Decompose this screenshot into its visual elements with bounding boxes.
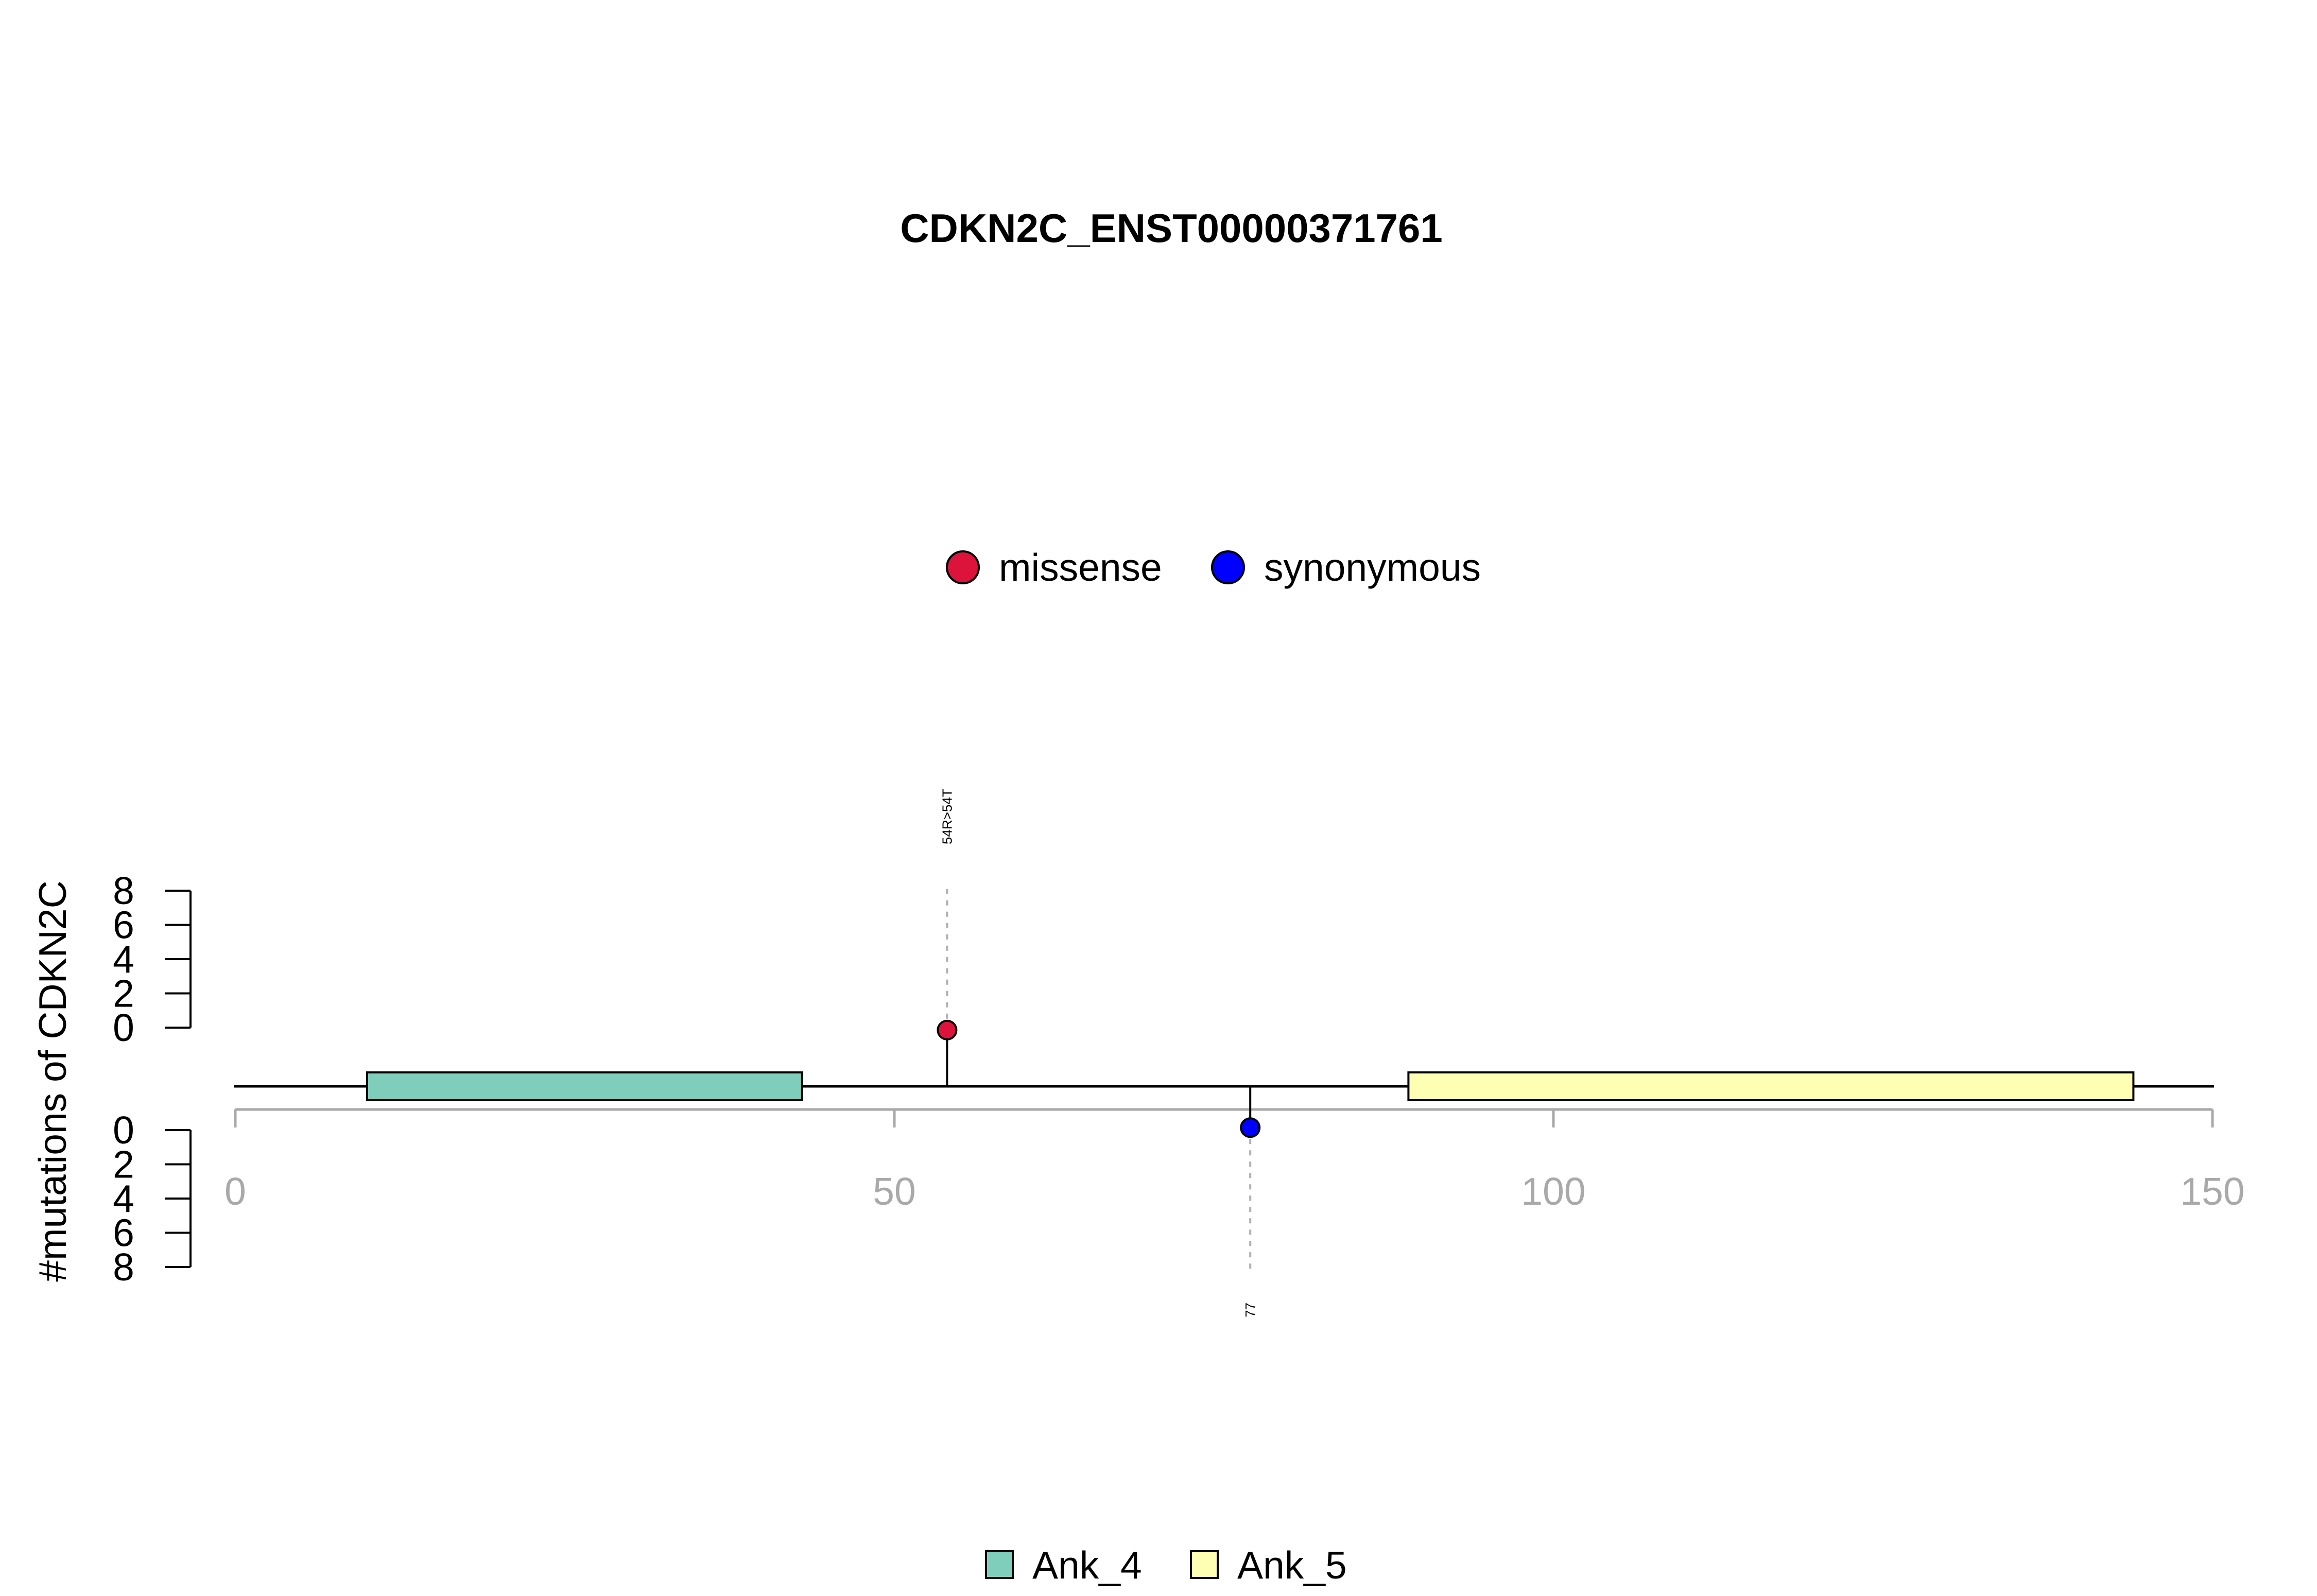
x-tick-label: 150 (2180, 1170, 2244, 1213)
x-tick-label: 100 (1521, 1170, 1585, 1213)
legend-label-missense: missense (999, 546, 1162, 589)
lower-y-tick-label: 8 (113, 1245, 134, 1289)
upper-y-tick-label: 8 (113, 869, 134, 912)
lower-y-tick-label: 6 (113, 1211, 134, 1255)
domain-boxes (366, 1071, 2135, 1101)
domain-Ank_5 (1407, 1071, 2135, 1101)
legend-marker-synonymous (1211, 550, 1245, 584)
chart-title: CDKN2C_ENST00000371761 (900, 205, 1443, 251)
upper-y-tick-label: 0 (113, 1006, 134, 1049)
upper-y-tick-label: 6 (113, 904, 134, 947)
mutation-lollipops: 54R>54T 77 (937, 789, 1261, 1317)
legend-swatch-Ank_5 (1190, 1550, 1219, 1579)
domain-legend: Ank_4 Ank_5 (985, 1543, 1347, 1587)
x-axis: 0 50 100 150 (224, 1108, 2245, 1213)
lower-y-tick-label: 0 (113, 1108, 134, 1152)
mutation-point-missense (937, 1019, 958, 1040)
mutation-legend: missense synonymous (946, 546, 1481, 589)
lower-y-tick-label: 2 (113, 1143, 134, 1186)
legend-label-Ank_5: Ank_5 (1237, 1543, 1347, 1587)
y-axis-label: #mutations of CDKN2C (31, 880, 74, 1281)
upper-y-tick-label: 2 (113, 972, 134, 1015)
domain-Ank_4 (366, 1071, 803, 1101)
upper-y-tick-label: 4 (113, 938, 134, 981)
x-tick-label: 50 (873, 1170, 915, 1213)
legend-label-Ank_4: Ank_4 (1032, 1543, 1142, 1587)
legend-swatch-Ank_4 (985, 1550, 1014, 1579)
mutation-label: 77 (1242, 1303, 1258, 1317)
x-tick-label: 0 (224, 1170, 246, 1213)
legend-label-synonymous: synonymous (1264, 546, 1481, 589)
mutation-label: 54R>54T (939, 789, 955, 844)
mutation-point-synonymous (1240, 1117, 1261, 1138)
lower-y-tick-label: 4 (113, 1177, 134, 1220)
legend-marker-missense (946, 550, 980, 584)
